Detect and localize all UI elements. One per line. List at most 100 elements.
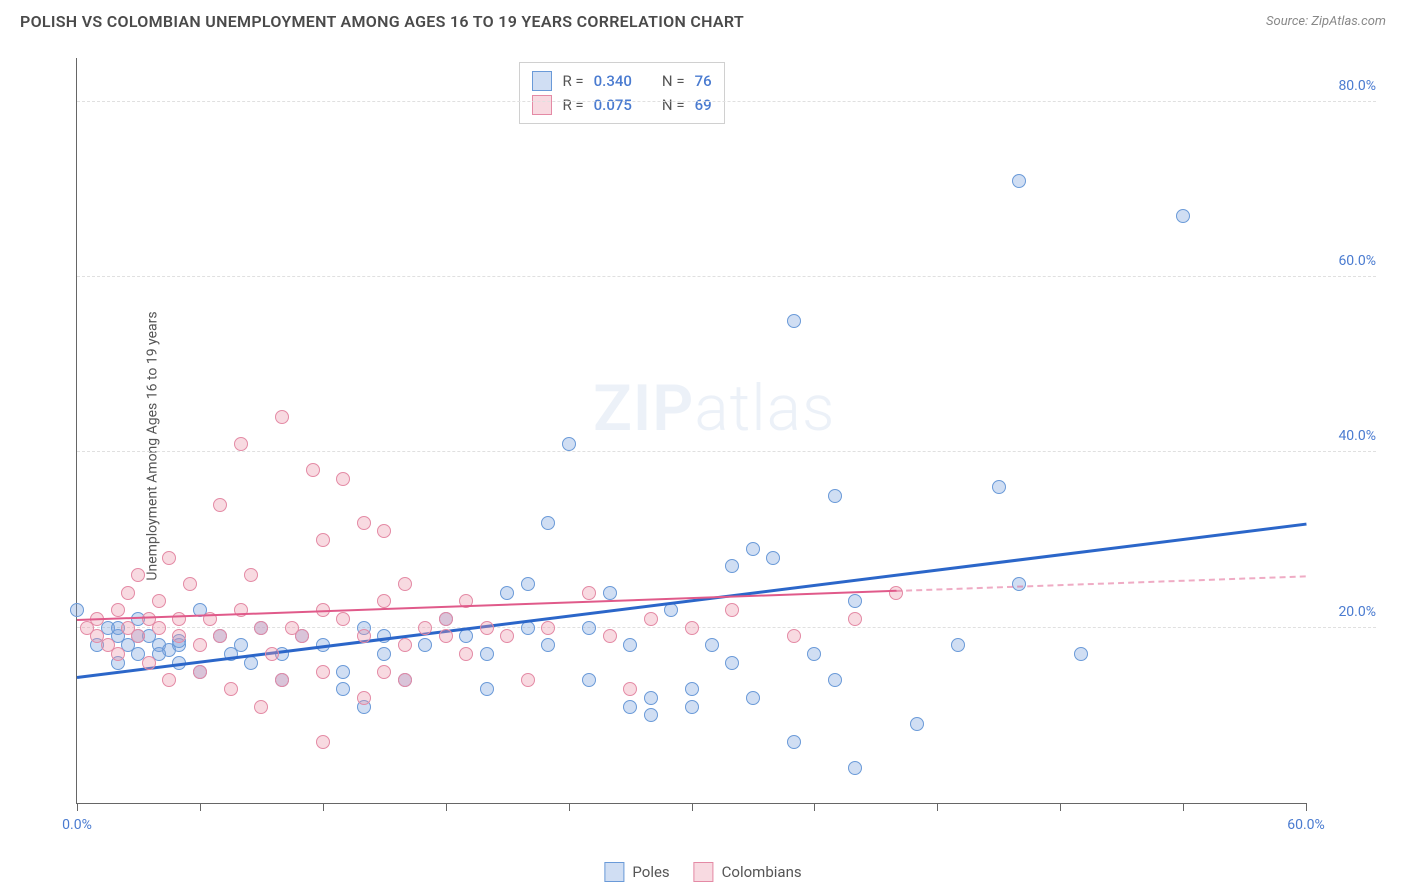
plot-area: ZIPatlas R =0.340N =76R =0.075N =69 20.0… (76, 58, 1306, 804)
scatter-point (418, 638, 432, 652)
legend-item: Poles (604, 862, 669, 882)
scatter-point (459, 647, 473, 661)
scatter-point (357, 629, 371, 643)
scatter-point (162, 673, 176, 687)
scatter-point (234, 638, 248, 652)
scatter-point (807, 647, 821, 661)
scatter-point (541, 638, 555, 652)
scatter-point (1012, 577, 1026, 591)
scatter-point (848, 594, 862, 608)
scatter-point (398, 638, 412, 652)
scatter-point (152, 621, 166, 635)
scatter-point (316, 735, 330, 749)
scatter-point (316, 665, 330, 679)
scatter-point (131, 568, 145, 582)
scatter-point (398, 673, 412, 687)
scatter-point (265, 647, 279, 661)
scatter-point (70, 603, 84, 617)
scatter-point (306, 463, 320, 477)
watermark-bold: ZIP (593, 371, 694, 446)
scatter-point (828, 489, 842, 503)
scatter-point (377, 524, 391, 538)
bottom-legend: Poles Colombians (604, 862, 801, 882)
legend-label: Poles (632, 863, 669, 881)
scatter-point (172, 629, 186, 643)
legend-swatch (604, 862, 624, 882)
source-attribution: Source: ZipAtlas.com (1266, 14, 1386, 29)
scatter-point (1012, 174, 1026, 188)
scatter-point (183, 577, 197, 591)
scatter-point (193, 638, 207, 652)
scatter-point (398, 577, 412, 591)
legend-item: Colombians (694, 862, 802, 882)
gridline (77, 101, 1376, 102)
scatter-point (521, 577, 535, 591)
scatter-point (336, 612, 350, 626)
scatter-point (644, 708, 658, 722)
scatter-point (521, 673, 535, 687)
scatter-point (725, 656, 739, 670)
scatter-point (142, 656, 156, 670)
scatter-point (951, 638, 965, 652)
x-tick (569, 803, 570, 811)
r-label: R = (562, 96, 583, 114)
gridline (77, 627, 1376, 628)
x-tick (937, 803, 938, 811)
scatter-point (910, 717, 924, 731)
n-label: N = (662, 96, 685, 114)
scatter-point (275, 673, 289, 687)
x-tick (814, 803, 815, 811)
legend-label: Colombians (722, 863, 802, 881)
y-tick-label: 60.0% (1316, 253, 1376, 269)
scatter-point (725, 559, 739, 573)
scatter-point (603, 586, 617, 600)
n-value: 69 (695, 96, 712, 114)
scatter-point (582, 673, 596, 687)
scatter-point (644, 612, 658, 626)
x-tick (1183, 803, 1184, 811)
scatter-point (705, 638, 719, 652)
scatter-point (562, 437, 576, 451)
scatter-point (500, 586, 514, 600)
stats-row: R =0.075N =69 (532, 93, 711, 117)
scatter-point (889, 586, 903, 600)
x-tick (1306, 803, 1307, 811)
scatter-point (121, 586, 135, 600)
scatter-point (603, 629, 617, 643)
scatter-point (787, 314, 801, 328)
scatter-point (500, 629, 514, 643)
scatter-point (685, 682, 699, 696)
stats-row: R =0.340N =76 (532, 69, 711, 93)
scatter-point (131, 629, 145, 643)
scatter-point (244, 568, 258, 582)
scatter-point (582, 621, 596, 635)
scatter-point (336, 665, 350, 679)
y-tick-label: 80.0% (1316, 78, 1376, 94)
scatter-point (439, 612, 453, 626)
scatter-point (623, 700, 637, 714)
legend-swatch (532, 71, 552, 91)
scatter-point (623, 682, 637, 696)
scatter-point (213, 629, 227, 643)
x-tick (200, 803, 201, 811)
x-tick (692, 803, 693, 811)
scatter-point (224, 682, 238, 696)
gridline (77, 451, 1376, 452)
x-tick (446, 803, 447, 811)
scatter-point (162, 551, 176, 565)
scatter-point (377, 647, 391, 661)
scatter-point (848, 761, 862, 775)
stats-legend-box: R =0.340N =76R =0.075N =69 (519, 62, 724, 124)
scatter-point (336, 682, 350, 696)
n-value: 76 (695, 72, 712, 90)
scatter-point (746, 542, 760, 556)
scatter-point (111, 647, 125, 661)
scatter-point (828, 673, 842, 687)
watermark-light: atlas (694, 371, 835, 446)
legend-swatch (694, 862, 714, 882)
scatter-point (357, 691, 371, 705)
x-tick-label: 60.0% (1287, 817, 1325, 833)
x-tick (323, 803, 324, 811)
scatter-point (1176, 209, 1190, 223)
legend-swatch (532, 95, 552, 115)
